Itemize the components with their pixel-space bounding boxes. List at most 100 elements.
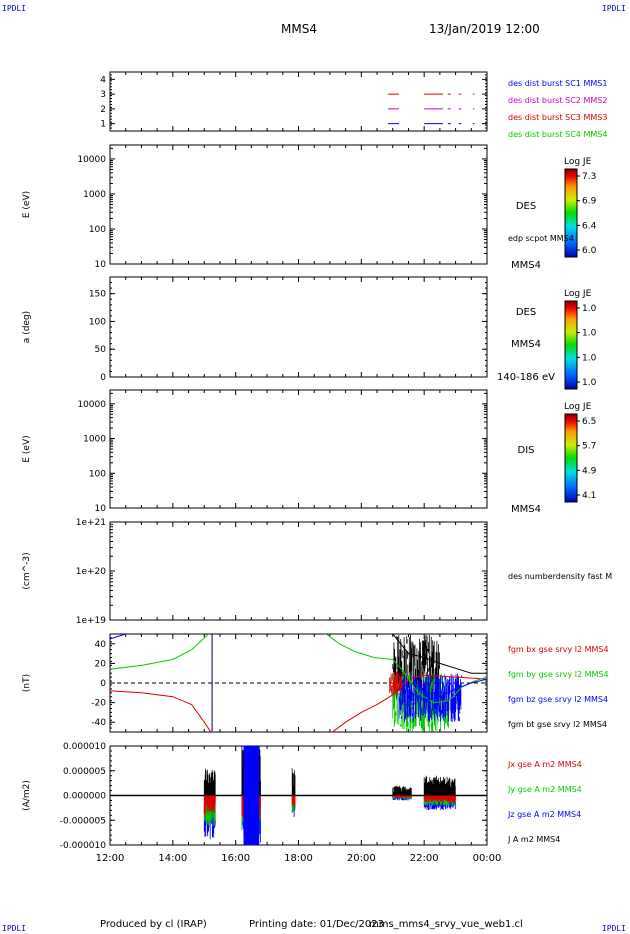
corner-label-bottom-right: IPDLI bbox=[601, 924, 626, 933]
y-tick-label: 3 bbox=[100, 90, 106, 100]
fgm-series-bx bbox=[331, 674, 487, 732]
y-axis-label-1: E (eV) bbox=[22, 191, 32, 218]
current-burst bbox=[203, 795, 216, 818]
y-axis-label-5: (nT) bbox=[22, 674, 32, 692]
y-tick-label: 1e+21 bbox=[76, 518, 106, 528]
colorbar-tick-label: 4.1 bbox=[582, 491, 596, 501]
energy-range-label: 140-186 eV bbox=[497, 372, 555, 383]
time-tick-label-5: 22:00 bbox=[410, 853, 439, 864]
y-tick-label: 10 bbox=[95, 260, 107, 270]
y-tick-label: 1e+20 bbox=[76, 567, 107, 577]
panel-frame-1 bbox=[109, 144, 488, 265]
y-axis-label-2: a (deg) bbox=[22, 311, 32, 343]
y-tick-label: 150 bbox=[89, 290, 106, 300]
colorbar-title-3: Log JE bbox=[564, 402, 592, 412]
colorbar-tick-label: 6.9 bbox=[582, 197, 597, 207]
y-tick-label: 0.000010 bbox=[63, 742, 106, 752]
fgm-series-bz bbox=[110, 634, 126, 640]
des-label-2: DES bbox=[516, 307, 536, 318]
y-tick-label: 10000 bbox=[77, 155, 106, 165]
colorbar-tick-label: 6.0 bbox=[582, 246, 597, 256]
panel-frame-2 bbox=[109, 276, 488, 378]
y-tick-label: 2 bbox=[100, 105, 106, 115]
mms4-label-1: MMS4 bbox=[511, 260, 541, 271]
panel-frame-3 bbox=[109, 389, 488, 509]
footer-file: mms_mms4_srvy_vue_web1.cl bbox=[369, 919, 523, 930]
fgm-series-bt bbox=[392, 634, 487, 674]
edp-scpot-label: edp scpot MMS4 bbox=[508, 234, 574, 243]
colorbar-tick-label: 6.5 bbox=[582, 417, 596, 427]
time-tick-label-3: 18:00 bbox=[284, 853, 313, 864]
current-plot-area bbox=[110, 746, 487, 845]
legend-burst-3: des dist burst SC4 MMS4 bbox=[508, 130, 607, 139]
colorbar-tick-label: 4.9 bbox=[582, 466, 597, 476]
colorbar-tick-label: 6.4 bbox=[582, 221, 597, 231]
current-burst bbox=[423, 775, 456, 796]
fgm-noise bbox=[398, 673, 462, 723]
colorbar-tick-label: 1.0 bbox=[582, 304, 597, 314]
time-tick-label-4: 20:00 bbox=[347, 853, 376, 864]
y-tick-label: 10 bbox=[95, 504, 107, 514]
mms4-label-3: MMS4 bbox=[511, 504, 541, 515]
time-tick-label-2: 16:00 bbox=[221, 853, 250, 864]
current-burst bbox=[392, 785, 412, 796]
colorbar-title-2: Log JE bbox=[564, 289, 592, 299]
colorbar-2 bbox=[564, 300, 578, 390]
spacecraft-title: MMS4 bbox=[281, 22, 317, 36]
legend-current-3: J A m2 MMS4 bbox=[507, 835, 560, 844]
time-tick-label-6: 00:00 bbox=[473, 853, 502, 864]
legend-current-0: Jx gse A m2 MMS4 bbox=[507, 760, 582, 769]
y-tick-label: 0 bbox=[100, 679, 106, 689]
legend-burst-1: des dist burst SC2 MMS2 bbox=[508, 96, 607, 105]
y-tick-label: 20 bbox=[95, 659, 107, 669]
current-burst bbox=[392, 795, 412, 798]
fgm-series-bx bbox=[110, 690, 212, 732]
y-tick-label: 4 bbox=[100, 75, 106, 85]
current-jz-saturation bbox=[243, 746, 260, 845]
corner-label-top-left: IPDLI bbox=[2, 4, 27, 13]
colorbar-tick-label: 7.3 bbox=[582, 172, 596, 182]
legend-fgm-3: fgm bt gse srvy l2 MMS4 bbox=[508, 720, 607, 729]
dis-label: DIS bbox=[518, 445, 535, 456]
datetime-title: 13/Jan/2019 12:00 bbox=[429, 22, 540, 36]
y-tick-label: 0.000005 bbox=[63, 767, 106, 777]
legend-current-1: Jy gse A m2 MMS4 bbox=[507, 785, 582, 794]
panel-frame-4 bbox=[109, 521, 488, 621]
colorbar-tick-label: 1.0 bbox=[582, 329, 597, 339]
y-tick-label: 1000 bbox=[83, 435, 106, 445]
y-tick-label: 50 bbox=[95, 345, 107, 355]
colorbar-tick-label: 5.7 bbox=[582, 442, 596, 452]
des-label: DES bbox=[516, 201, 536, 212]
current-burst bbox=[291, 795, 296, 808]
legend-fgm-2: fgm bz gse srvy l2 MMS4 bbox=[508, 695, 608, 704]
footer-produced: Produced by cl (IRAP) bbox=[100, 919, 207, 930]
current-burst bbox=[423, 795, 456, 803]
y-axis-label-3: E (eV) bbox=[22, 435, 32, 462]
mms4-label-2: MMS4 bbox=[511, 339, 541, 350]
y-tick-label: 100 bbox=[89, 225, 106, 235]
colorbar-tick-label: 1.0 bbox=[582, 353, 597, 363]
colorbar-title-1: Log JE bbox=[564, 157, 592, 167]
current-burst bbox=[291, 768, 296, 796]
current-burst bbox=[203, 768, 216, 796]
corner-label-bottom-left: IPDLI bbox=[2, 924, 27, 933]
legend-burst-2: des dist burst SC3 MMS3 bbox=[508, 113, 607, 122]
y-axis-label-6: (A/m2) bbox=[22, 780, 32, 811]
legend-fgm-0: fgm bx gse srvy l2 MMS4 bbox=[508, 645, 609, 654]
y-tick-label: 0.000000 bbox=[63, 792, 106, 802]
y-axis-label-4: (cm^-3) bbox=[22, 552, 32, 589]
fgm-plot-area bbox=[110, 634, 487, 732]
y-tick-label: -20 bbox=[91, 699, 106, 709]
y-tick-label: -0.000005 bbox=[60, 816, 106, 826]
fgm-series-by bbox=[110, 634, 210, 670]
legend-fgm-1: fgm by gse srvy l2 MMS4 bbox=[508, 670, 609, 679]
y-tick-label: 1e+19 bbox=[76, 616, 107, 626]
y-tick-label: 10000 bbox=[77, 400, 106, 410]
colorbar-1 bbox=[564, 168, 578, 258]
density-label: des numberdensity fast M bbox=[508, 572, 612, 581]
y-tick-label: 100 bbox=[89, 469, 106, 479]
corner-label-top-right: IPDLI bbox=[601, 4, 626, 13]
time-tick-label-1: 14:00 bbox=[158, 853, 187, 864]
legend-burst-0: des dist burst SC1 MMS1 bbox=[508, 79, 607, 88]
